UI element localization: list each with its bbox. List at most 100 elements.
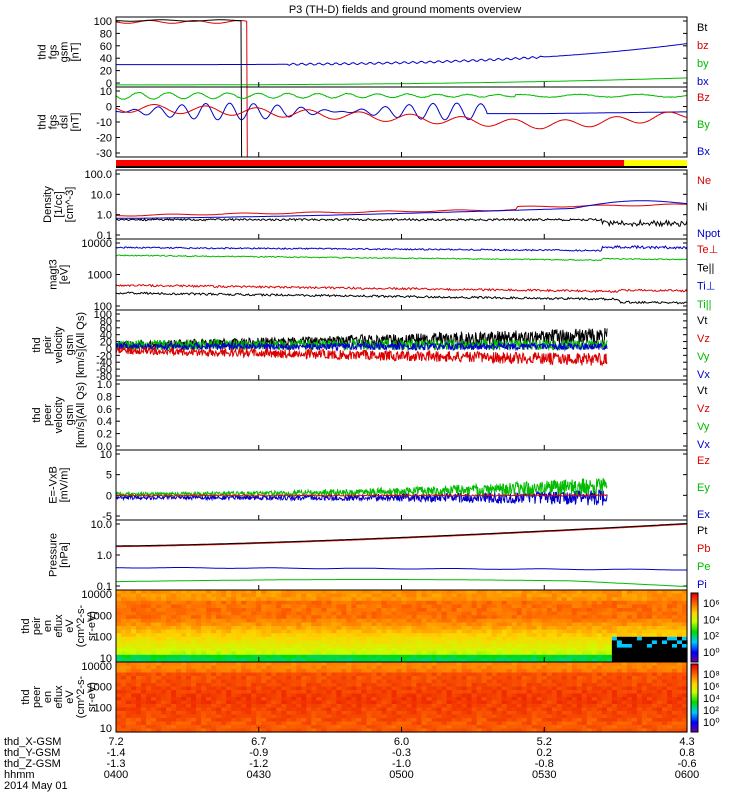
heat-cell (256, 683, 262, 688)
heat-cell (381, 725, 388, 730)
colorbar-step (691, 682, 698, 685)
heat-cell (651, 608, 658, 613)
heat-cell (266, 597, 272, 602)
heat-cell (356, 658, 362, 663)
heat-cell (662, 629, 668, 634)
heat-cell (636, 697, 643, 702)
heat-cell (501, 597, 508, 602)
heat-cell (136, 672, 142, 677)
heat-cell (166, 679, 172, 684)
heat-cell (416, 728, 423, 733)
heat-cell (596, 697, 603, 702)
heat-cell (241, 647, 247, 652)
heat-cell (161, 721, 167, 726)
heat-cell (126, 611, 132, 616)
heat-cell (381, 622, 388, 627)
heat-cell (356, 593, 362, 598)
heat-cell (346, 604, 352, 609)
heat-cell (656, 690, 663, 695)
heat-cell (451, 718, 458, 723)
heat-cell (576, 626, 583, 631)
heat-cell (651, 672, 658, 677)
heat-cell (321, 700, 327, 705)
ylabel-line: fgs (48, 114, 60, 129)
heat-cell (291, 714, 297, 719)
heat-cell (636, 604, 643, 609)
heat-cell (171, 593, 177, 598)
heat-cell (291, 615, 297, 620)
heat-cell (371, 658, 377, 663)
heat-cell (356, 728, 362, 733)
heat-cell (331, 672, 337, 677)
heat-cell (421, 662, 428, 667)
heat-cell (306, 658, 312, 663)
heat-cell (191, 593, 197, 598)
heat-cell (306, 636, 312, 641)
heat-cell (641, 597, 648, 602)
heat-cell (286, 590, 292, 595)
heat-cell (541, 615, 548, 620)
y-tick-label: 60 (100, 41, 112, 53)
heat-cell (311, 626, 317, 631)
ylabel-line: gsm (64, 405, 76, 426)
heat-cell (131, 644, 137, 649)
heat-cell (662, 590, 668, 595)
heat-cell (556, 654, 563, 659)
heat-cell (436, 707, 443, 712)
heat-cell (491, 669, 498, 674)
heat-cell (626, 721, 633, 726)
heat-cell (216, 608, 222, 613)
heat-cell (281, 611, 287, 616)
colorbar-step (691, 643, 698, 646)
heat-cell (526, 651, 533, 656)
heat-cell (191, 636, 197, 641)
heat-cell (421, 651, 428, 656)
heat-cell (201, 683, 207, 688)
heat-cell (131, 662, 137, 667)
heat-cell (476, 651, 483, 656)
heat-cell (261, 665, 267, 670)
heat-cell (526, 683, 533, 688)
heat-cell (376, 626, 383, 631)
heat-cell (586, 690, 593, 695)
heat-cell (321, 633, 327, 638)
heat-cell (551, 626, 558, 631)
heat-cell (341, 618, 347, 623)
heat-cell (546, 721, 553, 726)
heat-cell (131, 597, 137, 602)
heat-cell (651, 626, 658, 631)
heat-cell (456, 725, 463, 730)
heat-cell (341, 665, 347, 670)
heat-cell (406, 672, 413, 677)
heat-cell (161, 593, 167, 598)
heat-cell (196, 728, 202, 733)
heat-cell (682, 644, 688, 649)
heat-cell (236, 721, 242, 726)
heat-cell (411, 711, 418, 716)
heat-cell (146, 669, 152, 674)
heat-cell (682, 714, 688, 719)
heat-cell (546, 629, 553, 634)
heat-cell (286, 618, 292, 623)
heat-cell (641, 618, 648, 623)
heat-cell (411, 600, 418, 605)
legend-peir_velocity-1: Vz (697, 333, 710, 345)
heat-cell (241, 640, 247, 645)
heat-cell (441, 714, 448, 719)
colorbar-step (691, 605, 698, 608)
heat-cell (641, 676, 648, 681)
heat-cell (541, 608, 548, 613)
heat-cell (631, 608, 638, 613)
heat-cell (667, 636, 673, 641)
heat-cell (646, 640, 653, 645)
heat-cell (636, 711, 643, 716)
heat-cell (421, 693, 428, 698)
heat-cell (311, 686, 317, 691)
heat-cell (156, 593, 162, 598)
status-bar-black (116, 166, 687, 168)
heat-cell (216, 633, 222, 638)
heat-cell (616, 640, 623, 645)
heat-cell (516, 662, 523, 667)
heat-cell (601, 629, 608, 634)
heat-cell (421, 714, 428, 719)
